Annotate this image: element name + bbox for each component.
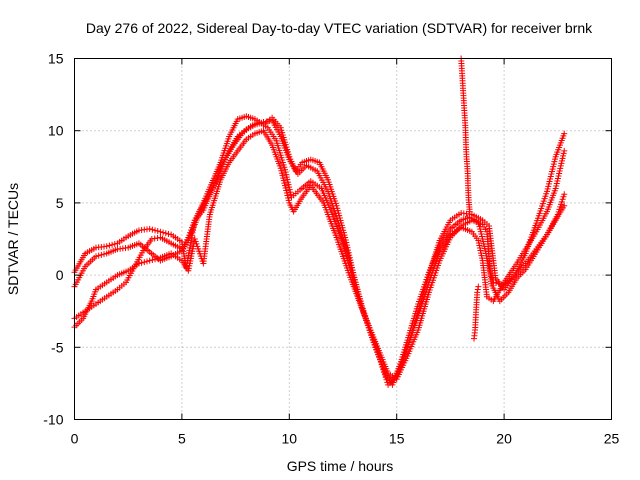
data-point-track-b [558, 157, 565, 164]
y-tick-label: -10 [43, 412, 63, 428]
data-point-track-d [554, 211, 561, 218]
data-point-track-b [561, 147, 568, 154]
data-point-track-d [149, 256, 156, 263]
data-point-track-c [345, 247, 352, 254]
data-point-track-c [343, 242, 350, 249]
data-point-track-b [478, 250, 485, 257]
data-point-track-b [553, 180, 560, 187]
data-point-gap-19h [475, 283, 482, 290]
data-point-track-c [345, 249, 352, 256]
x-tick-label: 10 [282, 431, 298, 447]
data-point-track-d [558, 201, 565, 208]
data-point-track-c [154, 228, 161, 235]
data-point-track-a [95, 252, 102, 259]
data-point-track-d [558, 198, 565, 205]
data-point-track-c [157, 228, 164, 235]
data-point-track-b [476, 242, 483, 249]
data-point-track-b [557, 165, 564, 172]
x-tick-label: 0 [71, 431, 79, 447]
data-point-track-a [561, 202, 568, 209]
data-point-track-b [560, 152, 567, 159]
data-point-track-c [149, 226, 156, 233]
data-point-track-b [559, 155, 566, 162]
data-point-track-c [561, 130, 568, 137]
x-tick-label: 5 [178, 431, 186, 447]
data-point-track-b [477, 247, 484, 254]
data-point-track-b [558, 160, 565, 167]
x-axis-label: GPS time / hours [287, 458, 394, 474]
data-point-track-b [478, 252, 485, 259]
data-point-track-c [162, 230, 169, 237]
data-point-gap-19h [474, 286, 481, 293]
data-point-track-a [101, 251, 108, 258]
data-point-track-d [152, 256, 159, 263]
data-point-track-b [479, 255, 486, 262]
data-point-gap-19h [474, 289, 481, 296]
data-point-track-d [154, 255, 161, 262]
data-point-track-c [165, 230, 172, 237]
data-point-track-d [143, 258, 150, 265]
chart-title: Day 276 of 2022, Sidereal Day-to-day VTE… [86, 20, 593, 36]
data-point-track-b [556, 170, 563, 177]
tick-layer: 0 5 10 15 20 25 -10 -5 0 5 10 15 [43, 51, 619, 447]
data-point-track-b [475, 237, 482, 244]
data-point-track-c [103, 243, 110, 250]
data-point-track-c [152, 227, 159, 234]
data-point-track-b [557, 162, 564, 169]
data-point-track-b [553, 182, 560, 189]
data-point-track-c [343, 239, 350, 246]
data-point-track-b [554, 175, 561, 182]
data-point-track-b [555, 172, 562, 179]
y-tick-label: 0 [56, 267, 64, 283]
x-tick-label: 25 [604, 431, 620, 447]
y-tick-label: 5 [56, 195, 64, 211]
data-point-track-d [135, 260, 142, 267]
data-point-track-b [554, 177, 561, 184]
data-point-track-d [555, 208, 562, 215]
data-point-track-d [138, 259, 145, 266]
data-point-track-b [560, 150, 567, 157]
data-point-spike-18h [466, 208, 473, 215]
data-point-track-c [146, 225, 153, 232]
data-point-track-d [559, 196, 566, 203]
data-point-track-d [556, 206, 563, 213]
data-point-track-c [111, 241, 118, 248]
y-tick-label: 10 [48, 123, 64, 139]
data-point-track-d [557, 203, 564, 210]
x-tick-label: 15 [389, 431, 405, 447]
data-point-track-a [98, 251, 105, 258]
data-point-track-b [476, 245, 483, 252]
data-point-track-b [384, 379, 391, 386]
data-point-track-c [347, 257, 354, 264]
data-point-track-c [346, 254, 353, 261]
data-point-track-d [560, 193, 567, 200]
y-tick-label: 15 [48, 51, 64, 67]
y-tick-label: -5 [51, 339, 64, 355]
data-point-track-c [346, 252, 353, 259]
data-point-track-c [342, 237, 349, 244]
data-point-track-b [475, 239, 482, 246]
data-point-track-c [347, 259, 354, 266]
grid-layer [74, 58, 612, 420]
data-point-track-c [109, 241, 116, 248]
y-axis-label: SDTVAR / TECUs [5, 183, 21, 295]
data-point-track-c [344, 244, 351, 251]
data-points-layer [71, 55, 568, 388]
data-point-track-c [106, 242, 113, 249]
plot-frame [74, 58, 612, 420]
data-point-track-b [556, 167, 563, 174]
data-point-track-b [552, 185, 559, 192]
data-point-track-d [146, 257, 153, 264]
x-tick-label: 20 [496, 431, 512, 447]
data-point-track-c [348, 262, 355, 269]
data-point-track-d [141, 259, 148, 266]
data-point-track-c [342, 234, 349, 241]
data-point-track-d [561, 191, 568, 198]
data-point-track-c [160, 229, 167, 236]
data-point-track-a [92, 253, 99, 260]
